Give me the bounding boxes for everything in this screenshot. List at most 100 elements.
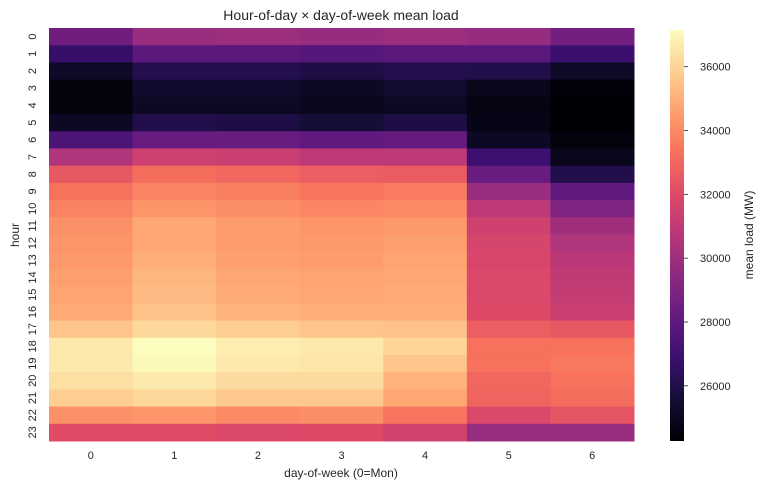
- colorbar-tick-label: 32000: [700, 189, 731, 201]
- x-tick-label: 3: [338, 450, 344, 462]
- heatmap-cell: [299, 96, 384, 115]
- heatmap-cell: [299, 251, 384, 270]
- heatmap-cell: [132, 28, 217, 46]
- heatmap-cell: [132, 79, 217, 98]
- heatmap-cell: [49, 251, 134, 270]
- heatmap-cell: [49, 114, 134, 132]
- heatmap-cell: [550, 354, 635, 373]
- heatmap-cell: [466, 268, 551, 287]
- heatmap-cell: [466, 406, 551, 425]
- x-tick-label: 5: [506, 450, 512, 462]
- heatmap-cell: [466, 320, 551, 339]
- heatmap-cell: [216, 303, 301, 322]
- heatmap-cell: [49, 28, 134, 46]
- heatmap-cell: [299, 389, 384, 408]
- heatmap-cell: [466, 200, 551, 218]
- x-tick-label: 4: [422, 450, 428, 462]
- heatmap-cell: [132, 406, 217, 425]
- heatmap-cell: [299, 182, 384, 201]
- heatmap-cell: [49, 182, 134, 201]
- y-tick-label: 6: [27, 137, 39, 143]
- heatmap-cell: [466, 62, 551, 81]
- heatmap-cell: [466, 389, 551, 408]
- heatmap-cell: [466, 251, 551, 270]
- heatmap-cell: [383, 354, 468, 373]
- heatmap-cell: [383, 79, 468, 98]
- heatmap-cell: [466, 79, 551, 98]
- y-tick-label: 12: [27, 237, 39, 249]
- heatmap-cell: [550, 45, 635, 63]
- heatmap-cell: [132, 234, 217, 253]
- heatmap-cell: [49, 79, 134, 98]
- heatmap-cell: [383, 251, 468, 270]
- heatmap-cell: [550, 200, 635, 218]
- heatmap-cell: [299, 406, 384, 425]
- heatmap-cell: [132, 45, 217, 63]
- heatmap-cell: [216, 182, 301, 201]
- heatmap-cell: [466, 114, 551, 132]
- heatmap-cell: [49, 96, 134, 115]
- x-axis-label: day-of-week (0=Mon): [284, 466, 398, 480]
- heatmap-cell: [466, 354, 551, 373]
- heatmap-cell: [132, 251, 217, 270]
- heatmap-cell: [383, 28, 468, 46]
- colorbar-tick-label: 34000: [700, 126, 731, 138]
- heatmap-cell: [132, 148, 217, 167]
- heatmap-cell: [466, 131, 551, 149]
- heatmap-cell: [550, 423, 635, 442]
- y-tick-label: 18: [27, 340, 39, 352]
- colorbar-tick-label: 28000: [700, 317, 731, 329]
- heatmap-cell: [466, 165, 551, 184]
- heatmap-cell: [466, 286, 551, 304]
- colorbar-tick-label: 30000: [700, 253, 731, 265]
- heatmap-cell: [216, 389, 301, 408]
- heatmap-cell: [383, 165, 468, 184]
- heatmap-cell: [383, 406, 468, 425]
- heatmap-cell: [550, 131, 635, 149]
- heatmap-cell: [299, 354, 384, 373]
- heatmap-cell: [216, 406, 301, 425]
- heatmap-cell: [132, 114, 217, 132]
- heatmap-cell: [299, 114, 384, 132]
- heatmap-cell: [299, 234, 384, 253]
- heatmap-cell: [550, 217, 635, 235]
- heatmap-cell: [49, 148, 134, 167]
- heatmap-cell: [132, 286, 217, 304]
- heatmap-cell: [550, 62, 635, 81]
- heatmap-cell: [383, 200, 468, 218]
- heatmap-cell: [132, 165, 217, 184]
- heatmap-cell: [216, 28, 301, 46]
- heatmap-cell: [49, 234, 134, 253]
- heatmap-cell: [216, 45, 301, 63]
- heatmap-cell: [299, 372, 384, 390]
- heatmap-cell: [132, 303, 217, 322]
- heatmap-cell: [383, 320, 468, 339]
- heatmap-cell: [550, 114, 635, 132]
- heatmap-cell: [466, 372, 551, 390]
- heatmap-cell: [550, 337, 635, 356]
- y-axis-label: hour: [8, 223, 22, 247]
- heatmap-cell: [299, 28, 384, 46]
- y-tick-label: 4: [27, 102, 39, 108]
- heatmap-cell: [49, 354, 134, 373]
- heatmap-cell: [466, 45, 551, 63]
- heatmap-cell: [466, 217, 551, 235]
- heatmap-cell: [383, 45, 468, 63]
- heatmap-cell: [216, 148, 301, 167]
- heatmap-cell: [132, 268, 217, 287]
- y-tick-label: 7: [27, 154, 39, 160]
- heatmap-cell: [299, 165, 384, 184]
- y-tick-label: 9: [27, 188, 39, 194]
- heatmap-cell: [299, 268, 384, 287]
- heatmap-cell: [49, 200, 134, 218]
- y-tick-label: 0: [27, 34, 39, 40]
- heatmap-cell: [466, 234, 551, 253]
- heatmap-cell: [49, 217, 134, 235]
- x-tick-label: 0: [88, 450, 94, 462]
- heatmap-cell: [216, 337, 301, 356]
- heatmap-cell: [383, 234, 468, 253]
- y-tick-label: 15: [27, 289, 39, 301]
- heatmap-cell: [383, 182, 468, 201]
- y-tick-label: 14: [27, 271, 39, 283]
